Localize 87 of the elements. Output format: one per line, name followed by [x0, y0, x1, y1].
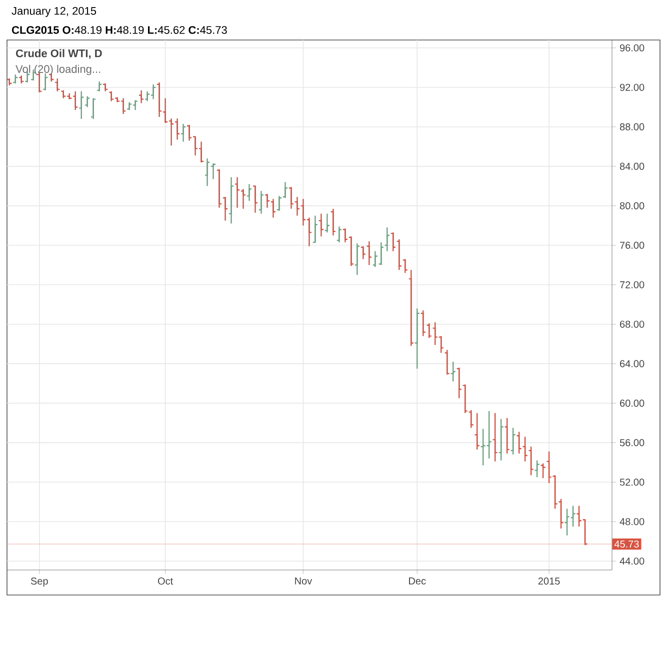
candlestick	[90, 98, 96, 120]
candlestick	[516, 431, 522, 454]
y-tick-label: 72.00	[620, 281, 644, 288]
candlestick	[540, 462, 546, 479]
y-tick-label: 48.00	[620, 518, 644, 526]
candlestick	[378, 242, 384, 266]
candlestick	[528, 446, 534, 476]
candlestick	[420, 310, 426, 337]
x-tick-label: Dec	[409, 578, 426, 584]
y-tick-label: 64.00	[620, 360, 644, 368]
candlestick	[168, 118, 174, 146]
chart-subtitle: CLG2015 O:48.19 H:48.19 L:45.62 C:45.73	[12, 26, 227, 34]
candlestick	[468, 410, 474, 428]
candlestick	[228, 176, 234, 224]
ref-line-label: 45.73	[614, 540, 639, 548]
candlestick	[252, 185, 258, 214]
candlestick	[222, 196, 228, 222]
candlestick	[498, 418, 504, 462]
candlestick	[174, 118, 180, 140]
candlestick	[372, 250, 378, 268]
x-tick-label: Oct	[158, 578, 174, 585]
y-tick-label: 52.00	[620, 478, 644, 486]
y-tick-label: 60.00	[620, 400, 644, 407]
x-tick-label: Sep	[30, 578, 48, 587]
y-tick-label: 96.00	[620, 44, 644, 52]
candlestick	[426, 322, 432, 339]
candlestick	[138, 90, 144, 104]
candlestick	[240, 188, 246, 210]
candlestick	[354, 242, 360, 276]
y-tick-label: 76.00	[620, 242, 644, 249]
candlestick	[210, 162, 216, 180]
candlestick	[282, 182, 288, 198]
candlestick	[204, 158, 210, 187]
candlestick	[216, 168, 222, 208]
candlestick	[330, 208, 336, 236]
candlestick	[180, 123, 186, 142]
candlestick	[30, 68, 36, 82]
candlestick	[492, 412, 498, 462]
candlestick	[312, 215, 318, 243]
candlestick	[402, 258, 408, 274]
candlestick	[504, 417, 510, 454]
candlestick	[462, 384, 468, 414]
candlestick	[132, 100, 138, 111]
candlestick	[246, 183, 252, 202]
y-tick-label: 88.00	[620, 123, 644, 130]
candlestick	[510, 427, 516, 456]
candlestick	[156, 82, 162, 118]
candlestick	[294, 196, 300, 216]
candlestick	[288, 186, 294, 210]
candlestick	[558, 498, 564, 530]
candlestick	[318, 213, 324, 237]
candlestick	[456, 367, 462, 399]
x-tick-label: 2015	[538, 578, 560, 585]
candlestick	[234, 176, 240, 208]
candlestick	[78, 90, 84, 120]
candlestick	[396, 238, 402, 271]
chart-title: January 12, 2015	[12, 7, 96, 17]
candlestick	[414, 308, 420, 370]
candlestick	[408, 269, 414, 347]
candlestick	[384, 226, 390, 252]
candlestick	[444, 349, 450, 376]
candlestick	[522, 436, 528, 462]
candlestick	[258, 190, 264, 214]
candlestick	[474, 412, 480, 450]
candlestick	[366, 240, 372, 266]
candlestick	[336, 226, 342, 243]
candlestick	[348, 236, 354, 267]
annotation: Crude Oil WTI, D	[16, 49, 102, 59]
candlestick	[534, 460, 540, 478]
y-tick-label: 84.00	[620, 162, 644, 170]
y-tick-label: 68.00	[620, 320, 644, 328]
candlestick	[276, 195, 282, 212]
candlestick	[360, 246, 366, 260]
candlestick	[54, 78, 60, 92]
y-tick-label: 56.00	[620, 439, 644, 446]
candlestick	[324, 213, 330, 234]
annotation: Vol (20) loading...	[16, 64, 100, 76]
candlestick	[84, 96, 90, 108]
candlestick	[72, 90, 78, 111]
y-tick-label: 44.00	[620, 558, 644, 565]
candlestick	[162, 98, 168, 124]
y-tick-label: 80.00	[620, 202, 644, 210]
candlestick	[96, 80, 102, 92]
y-tick-label: 92.00	[620, 84, 644, 91]
candlestick	[390, 232, 396, 252]
x-tick-label: Nov	[295, 578, 312, 584]
candlestick	[342, 228, 348, 243]
